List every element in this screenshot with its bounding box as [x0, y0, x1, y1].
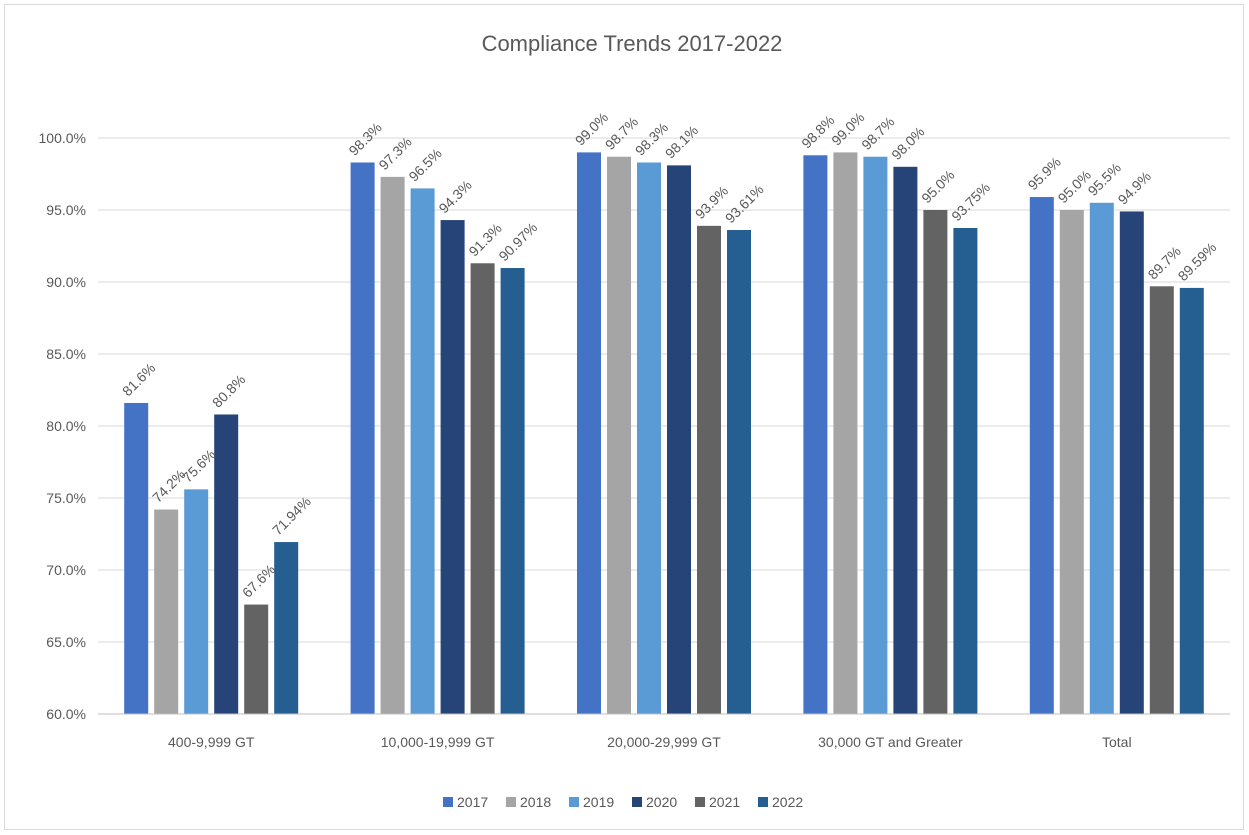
- bar-2021: [244, 604, 269, 714]
- data-label: 97.3%: [375, 134, 414, 173]
- legend-swatch: [758, 797, 768, 807]
- y-tick-label: 70.0%: [46, 562, 86, 578]
- x-tick-label: Total: [1102, 734, 1132, 750]
- bar-2019: [1089, 202, 1114, 715]
- data-label: 95.0%: [918, 167, 957, 206]
- bar-2019: [410, 188, 435, 714]
- bar-2018: [607, 156, 631, 715]
- data-label: 90.97%: [495, 219, 540, 264]
- axes: 60.0% 65.0% 70.0% 75.0% 80.0% 85.0% 90.0% 95.0%…: [39, 130, 1230, 750]
- y-tick-label: 90.0%: [46, 274, 86, 290]
- bar-2020: [667, 165, 691, 715]
- legend-swatch: [569, 797, 579, 807]
- x-tick-label: 10,000-19,999 GT: [381, 734, 495, 750]
- y-tick-label: 60.0%: [46, 706, 86, 722]
- legend-swatch: [443, 797, 453, 807]
- bar-2017: [803, 155, 828, 714]
- legend-label: 2017: [457, 794, 488, 810]
- legend-swatch: [695, 797, 705, 807]
- bar-2018: [1059, 210, 1084, 714]
- data-label: 89.59%: [1175, 239, 1220, 284]
- y-tick-label: 85.0%: [46, 346, 86, 362]
- bar-2021: [1149, 286, 1174, 714]
- bars: [124, 152, 1204, 715]
- bar-2018: [833, 152, 858, 714]
- y-tick-label: 75.0%: [46, 490, 86, 506]
- bar-2022: [1179, 287, 1204, 714]
- bar-2019: [637, 162, 661, 715]
- bar-2022: [953, 228, 978, 714]
- chart-title: Compliance Trends 2017-2022: [482, 31, 783, 56]
- y-tick-label: 100.0%: [39, 130, 86, 146]
- bar-2017: [124, 402, 149, 714]
- bar-2020: [1119, 211, 1144, 714]
- bar-2018: [154, 509, 179, 714]
- x-tick-label: 30,000 GT and Greater: [818, 734, 963, 750]
- bar-2021: [923, 210, 948, 714]
- bar-2022: [500, 268, 525, 714]
- legend-label: 2022: [772, 794, 803, 810]
- bar-2017: [350, 162, 375, 715]
- data-label: 96.5%: [405, 145, 444, 184]
- legend-label: 2018: [520, 794, 551, 810]
- bar-2019: [863, 156, 888, 715]
- y-tick-label: 80.0%: [46, 418, 86, 434]
- bar-2019: [184, 489, 209, 714]
- bar-2020: [214, 414, 239, 714]
- legend-swatch: [506, 797, 516, 807]
- data-label: 95.9%: [1025, 154, 1064, 193]
- legend: 2017 2018 2019 2020 2021 2022: [443, 794, 803, 810]
- legend-label: 2021: [709, 794, 740, 810]
- data-label: 98.0%: [888, 124, 927, 163]
- data-label: 67.6%: [239, 561, 278, 600]
- bar-2018: [380, 176, 405, 714]
- bar-2020: [893, 166, 918, 715]
- data-label: 98.8%: [798, 112, 837, 151]
- legend-label: 2019: [583, 794, 614, 810]
- x-tick-label: 400-9,999 GT: [168, 734, 255, 750]
- bar-2021: [470, 263, 495, 714]
- data-label: 93.75%: [948, 179, 993, 224]
- bar-2022: [274, 542, 299, 714]
- legend-swatch: [632, 797, 642, 807]
- data-label: 98.3%: [345, 119, 384, 158]
- bar-2021: [697, 225, 721, 714]
- data-label: 80.8%: [209, 371, 248, 410]
- x-tick-label: 20,000-29,999 GT: [607, 734, 721, 750]
- data-label: 81.6%: [119, 360, 158, 399]
- data-label: 71.94%: [269, 493, 314, 538]
- bar-2022: [727, 230, 751, 715]
- data-label: 93.61%: [722, 181, 767, 226]
- data-label: 75.6%: [179, 446, 218, 485]
- y-tick-label: 65.0%: [46, 634, 86, 650]
- bar-2020: [440, 220, 465, 714]
- y-tick-label: 95.0%: [46, 202, 86, 218]
- bar-2017: [577, 152, 601, 714]
- legend-label: 2020: [646, 794, 677, 810]
- bar-2017: [1029, 197, 1054, 715]
